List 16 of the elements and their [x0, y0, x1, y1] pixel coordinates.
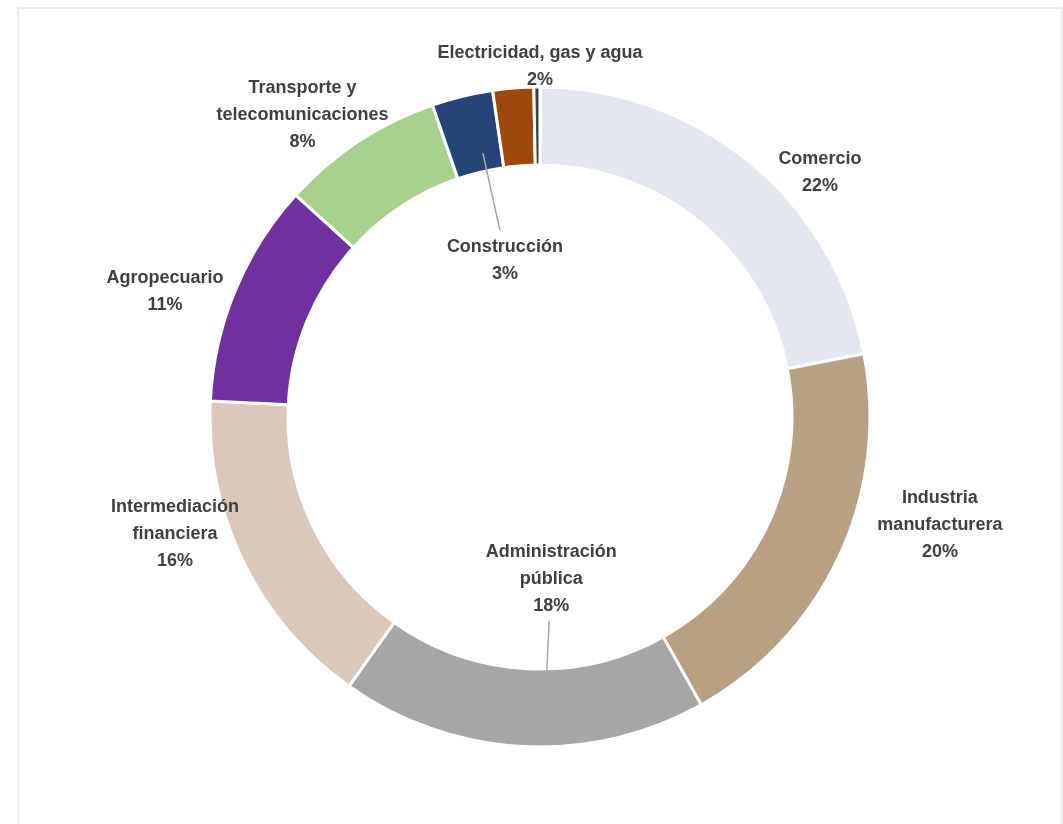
data-label: 8%: [289, 131, 316, 152]
data-label: 3%: [491, 263, 518, 284]
slice-label: Electricidad, gas y agua: [437, 41, 644, 62]
data-label: 16%: [156, 549, 193, 570]
slice-label: Comercio: [778, 148, 862, 169]
data-label: 11%: [147, 293, 183, 314]
data-label: 18%: [533, 594, 570, 615]
data-label: 2%: [526, 68, 554, 89]
slice-label: Transporte y telecomunicaciones: [216, 77, 389, 125]
slice-label: Construcción: [446, 236, 563, 257]
slice-label: Industria manufacturera: [877, 487, 1004, 535]
slice-label: Intermediación financiera: [110, 495, 239, 543]
data-label: 20%: [921, 541, 958, 562]
slice-label: Administración pública: [485, 540, 617, 588]
slice-label: Agropecuario: [106, 266, 224, 287]
data-label: 22%: [801, 175, 838, 196]
